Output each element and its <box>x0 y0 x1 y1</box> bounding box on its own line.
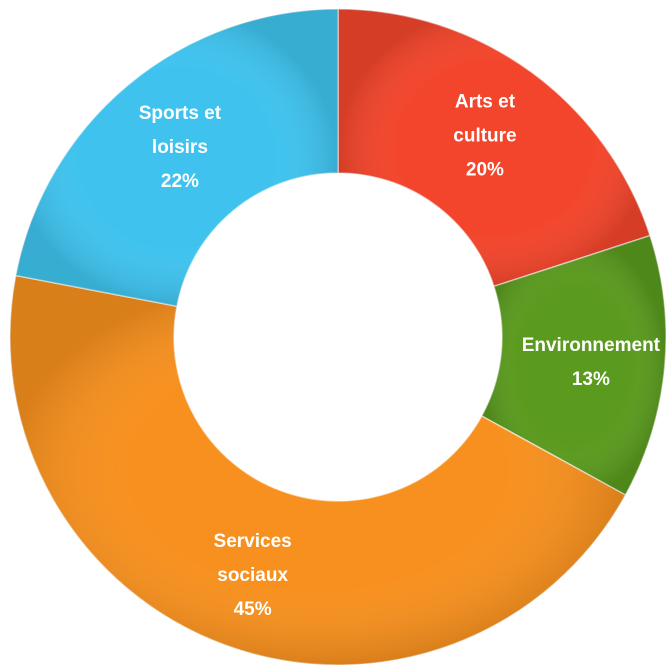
label-arts-et-culture: Arts et culture 20% <box>453 92 516 181</box>
label-sports-et-loisirs: Sports et loisirs 22% <box>139 103 222 192</box>
donut-slices <box>9 8 667 665</box>
slice-shading <box>338 9 650 287</box>
slice-name-line: loisirs <box>152 137 208 158</box>
label-environnement: Environnement 13% <box>522 335 661 390</box>
slice-name-line: Arts et <box>455 92 516 113</box>
slice-percent: 13% <box>572 369 610 390</box>
slice-labels: Arts et culture 20% Environnement 13% Service… <box>139 92 661 620</box>
slice-name-line: Sports et <box>139 103 222 124</box>
slice-percent: 22% <box>161 171 199 192</box>
slice-shading <box>10 275 626 665</box>
slice-name-line: Environnement <box>522 335 661 356</box>
slice-percent: 20% <box>466 160 504 181</box>
slice-name-line: Services <box>214 531 292 552</box>
slice-percent: 45% <box>234 599 272 620</box>
slice-shading <box>15 9 338 307</box>
slice-name-line: culture <box>453 126 516 147</box>
slice-name-line: sociaux <box>217 565 288 586</box>
slice-shading <box>481 235 666 496</box>
label-services-sociaux: Services sociaux 45% <box>214 531 292 620</box>
